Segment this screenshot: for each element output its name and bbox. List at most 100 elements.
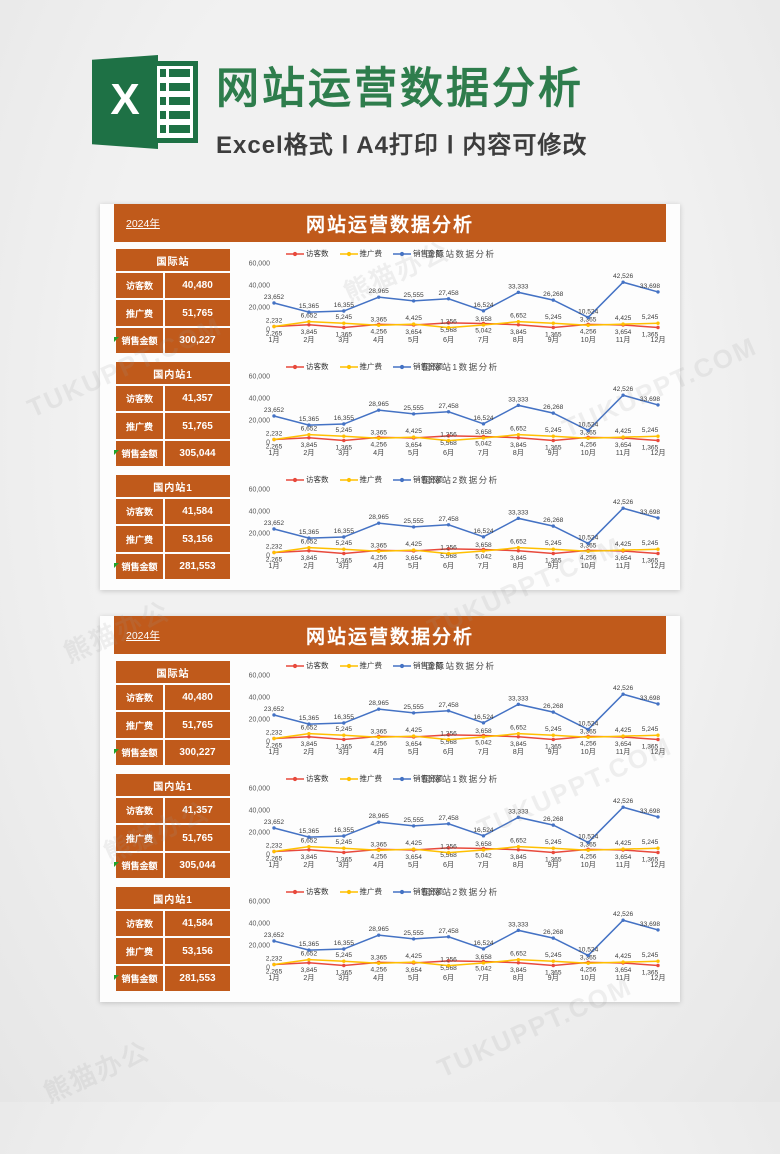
svg-text:0: 0 [266, 965, 270, 972]
svg-text:3,654: 3,654 [405, 329, 422, 336]
svg-text:2月: 2月 [303, 561, 314, 570]
svg-text:7月: 7月 [478, 561, 489, 570]
legend-item: 推广费 [339, 248, 383, 259]
legend-label: 推广费 [359, 249, 383, 258]
svg-text:27,458: 27,458 [438, 290, 459, 297]
svg-text:1,365: 1,365 [545, 743, 562, 750]
site-section: 国内站1 访客数 41,584 推广费 53,156 销售金额 281,553 访客数 推广… [114, 885, 666, 993]
svg-text:1,365: 1,365 [336, 331, 353, 338]
svg-text:5,245: 5,245 [545, 839, 562, 846]
svg-text:5,245: 5,245 [545, 540, 562, 547]
svg-text:6,652: 6,652 [510, 539, 527, 546]
site-data-table: 国内站1 访客数 41,584 推广费 53,156 销售金额 281,553 [114, 885, 232, 993]
svg-text:60,000: 60,000 [249, 374, 271, 381]
svg-text:2,232: 2,232 [266, 544, 283, 551]
svg-text:20,000: 20,000 [249, 717, 271, 724]
legend-item: 销售金额 [393, 361, 443, 372]
svg-text:16,524: 16,524 [473, 827, 494, 834]
svg-text:6,652: 6,652 [301, 539, 318, 546]
site-data-table: 国内站1 访客数 41,584 推广费 53,156 销售金额 281,553 [114, 473, 232, 581]
svg-text:4,256: 4,256 [580, 853, 597, 860]
svg-text:4,425: 4,425 [405, 727, 422, 734]
svg-text:5,245: 5,245 [336, 314, 353, 321]
metric-value-cell: 305,044 [165, 440, 230, 466]
svg-text:25,555: 25,555 [404, 817, 425, 824]
table-row: 推广费 53,156 [116, 938, 230, 964]
chart-title: 国际站数据分析 [425, 661, 496, 671]
svg-text:28,965: 28,965 [369, 700, 390, 707]
svg-text:4,256: 4,256 [370, 554, 387, 561]
svg-text:1月: 1月 [268, 747, 279, 756]
svg-text:4,425: 4,425 [615, 840, 632, 847]
svg-text:0: 0 [266, 553, 270, 560]
svg-text:15,365: 15,365 [299, 828, 320, 835]
svg-text:5,042: 5,042 [475, 553, 492, 560]
panels-container: 2024年 网站运营数据分析 国际站 访客数 40,480 推广费 51,765 销售金… [100, 204, 680, 1002]
svg-text:5,568: 5,568 [440, 327, 457, 334]
svg-text:4,256: 4,256 [580, 554, 597, 561]
svg-text:3,365: 3,365 [580, 429, 597, 436]
svg-text:1,256: 1,256 [440, 844, 457, 851]
legend-label: 访客数 [306, 774, 329, 783]
site-name-cell: 国际站 [116, 249, 230, 272]
svg-text:3,845: 3,845 [301, 967, 318, 974]
metric-label-cell: 推广费 [116, 413, 163, 439]
svg-text:27,458: 27,458 [438, 928, 459, 935]
svg-text:10,524: 10,524 [578, 833, 599, 840]
svg-text:5,245: 5,245 [642, 726, 659, 733]
chart-title: 国际站1数据分析 [422, 362, 499, 372]
table-row: 推广费 53,156 [116, 526, 230, 552]
legend-marker-icon [339, 477, 358, 482]
legend-label: 推广费 [359, 661, 383, 670]
chart-canvas: 0 20,000 40,000 60,000 1月 2月 3月 4月 5月 6月 7月 8月 9月 10月… [249, 374, 666, 458]
svg-text:60,000: 60,000 [249, 261, 271, 268]
svg-text:4,425: 4,425 [615, 727, 632, 734]
svg-text:23,652: 23,652 [264, 294, 285, 301]
svg-text:7月: 7月 [478, 973, 489, 982]
svg-text:1,365: 1,365 [545, 969, 562, 976]
svg-text:5,568: 5,568 [440, 852, 457, 859]
svg-text:2月: 2月 [303, 747, 314, 756]
svg-text:6,652: 6,652 [510, 426, 527, 433]
svg-text:25,555: 25,555 [404, 930, 425, 937]
svg-text:4,425: 4,425 [615, 953, 632, 960]
legend-label: 推广费 [359, 774, 383, 783]
table-row: 访客数 41,584 [116, 499, 230, 525]
svg-text:10月: 10月 [581, 335, 596, 344]
svg-text:5,568: 5,568 [440, 965, 457, 972]
svg-text:11月: 11月 [616, 860, 631, 869]
metric-value-cell: 41,357 [165, 386, 230, 412]
svg-text:5,245: 5,245 [545, 952, 562, 959]
svg-text:16,355: 16,355 [334, 940, 355, 947]
metric-value-cell: 51,765 [165, 712, 230, 738]
chart-title: 国际站1数据分析 [422, 774, 499, 784]
svg-text:4,425: 4,425 [615, 541, 632, 548]
svg-text:3,654: 3,654 [405, 967, 422, 974]
chart-legend: 访客数 推广费 销售金额 [286, 773, 443, 784]
svg-text:10,524: 10,524 [578, 720, 599, 727]
svg-text:3,654: 3,654 [405, 555, 422, 562]
svg-text:33,698: 33,698 [640, 808, 661, 815]
svg-text:33,698: 33,698 [640, 509, 661, 516]
svg-text:33,698: 33,698 [640, 283, 661, 290]
svg-text:33,333: 33,333 [508, 396, 529, 403]
legend-marker-icon [339, 889, 358, 894]
svg-text:23,652: 23,652 [264, 819, 285, 826]
svg-text:3,845: 3,845 [301, 442, 318, 449]
svg-text:5,245: 5,245 [545, 726, 562, 733]
metric-label-cell: 访客数 [116, 798, 163, 824]
svg-text:8月: 8月 [513, 335, 524, 344]
svg-text:25,555: 25,555 [404, 405, 425, 412]
metric-label-cell: 推广费 [116, 300, 163, 326]
chart-legend: 访客数 推广费 销售金额 [286, 361, 443, 372]
legend-marker-icon [393, 364, 411, 369]
legend-label: 访客数 [306, 362, 329, 371]
svg-text:27,458: 27,458 [438, 702, 459, 709]
svg-text:42,526: 42,526 [613, 685, 634, 692]
legend-label: 销售金额 [413, 887, 443, 896]
svg-text:5,245: 5,245 [336, 839, 353, 846]
svg-text:10,524: 10,524 [578, 421, 599, 428]
svg-text:9月: 9月 [548, 860, 559, 869]
table-row: 销售金额 281,553 [114, 965, 230, 991]
table-row: 销售金额 305,044 [114, 440, 230, 466]
